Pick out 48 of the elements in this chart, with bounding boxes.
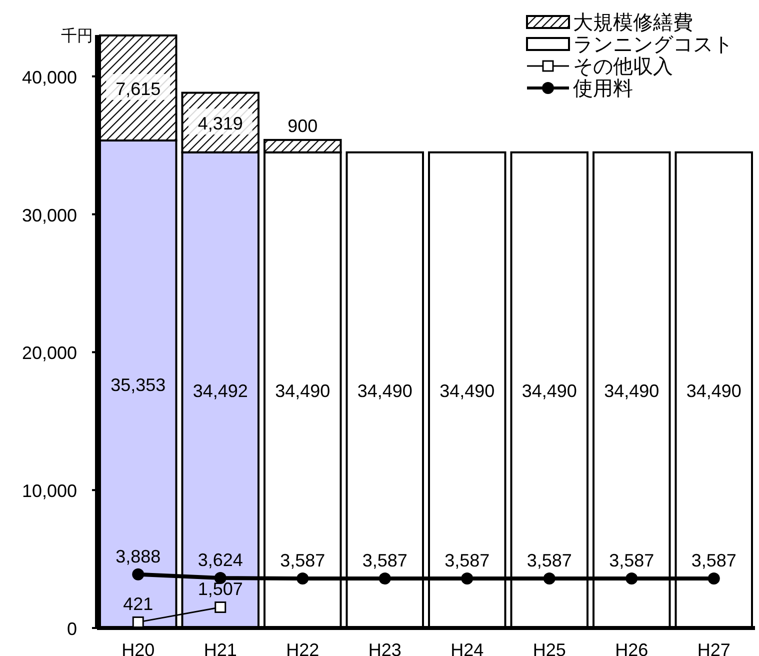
point xyxy=(626,572,638,585)
data-label: 3,587 xyxy=(444,550,490,571)
point xyxy=(132,568,144,580)
legend-label: その他収入 xyxy=(573,56,673,78)
y-tick-label: 30,000 xyxy=(22,205,77,226)
x-tick-label: H24 xyxy=(450,640,484,656)
point xyxy=(378,572,391,585)
data-label: 34,490 xyxy=(357,381,412,402)
x-tick-label: H25 xyxy=(532,640,566,656)
data-label: 3,888 xyxy=(116,546,161,566)
y-tick-label: 0 xyxy=(66,619,77,639)
y-tick-label: 20,000 xyxy=(22,343,77,364)
data-label: 3,587 xyxy=(526,550,572,571)
x-tick-label: H23 xyxy=(368,640,402,656)
point xyxy=(296,572,309,585)
data-label: 34,490 xyxy=(604,381,660,402)
point xyxy=(132,616,144,628)
data-label: 3,587 xyxy=(280,550,326,571)
x-tick-label: H26 xyxy=(615,640,648,656)
x-tick-label: H20 xyxy=(122,640,155,656)
data-label: 3,624 xyxy=(198,550,243,570)
data-label: 4,319 xyxy=(198,114,243,134)
data-label: 1,507 xyxy=(198,579,243,600)
data-label: 3,587 xyxy=(362,550,408,571)
data-label: 421 xyxy=(123,594,154,614)
data-label: 35,353 xyxy=(110,375,166,396)
data-label: 34,490 xyxy=(686,381,742,402)
data-label: 900 xyxy=(288,116,318,136)
data-label: 34,490 xyxy=(522,381,577,402)
data-label: 34,490 xyxy=(440,381,495,402)
y-axis-title: 千円 xyxy=(61,27,93,45)
point xyxy=(461,572,474,585)
legend-label: ランニングコスト xyxy=(573,34,733,56)
y-tick-label: 40,000 xyxy=(22,67,77,88)
data-label: 34,490 xyxy=(275,381,330,402)
legend-label: 大規模修繕費 xyxy=(573,12,693,34)
point xyxy=(543,572,556,585)
data-label: 3,587 xyxy=(609,550,654,571)
x-tick-label: H27 xyxy=(697,640,730,656)
data-label: 3,587 xyxy=(691,550,736,571)
y-tick-label: 10,000 xyxy=(22,481,77,502)
point xyxy=(214,601,226,613)
data-label: 34,492 xyxy=(192,381,248,402)
point xyxy=(708,572,720,585)
data-label: 7,615 xyxy=(116,78,161,99)
x-tick-label: H21 xyxy=(204,640,237,656)
x-tick-label: H22 xyxy=(286,640,320,656)
legend-label: 使用料 xyxy=(573,78,633,100)
